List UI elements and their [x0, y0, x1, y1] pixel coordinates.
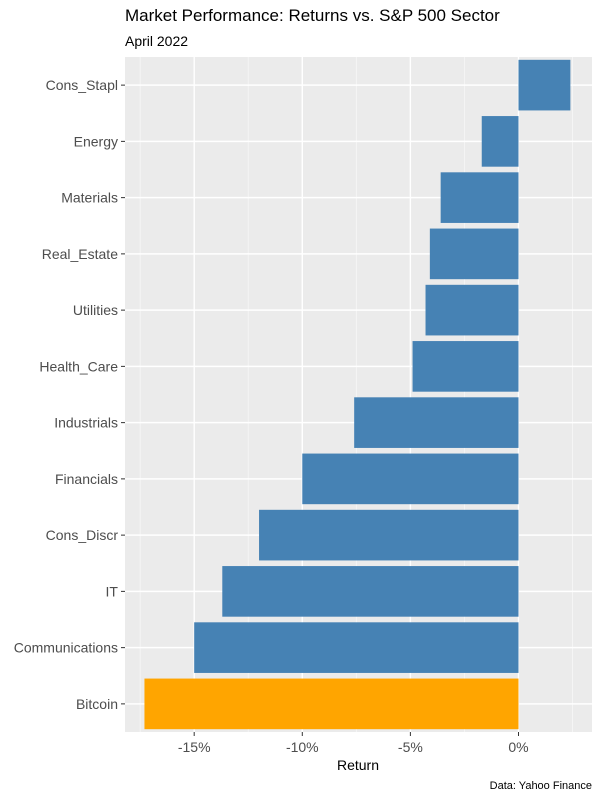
bar: [144, 678, 519, 730]
bar: [412, 341, 519, 392]
y-tick-label: Energy: [74, 133, 118, 149]
x-axis-label: Return: [337, 757, 379, 773]
y-tick-label: Financials: [55, 471, 118, 487]
y-tick-label: Utilities: [73, 302, 118, 318]
y-tick-label: Cons_Discr: [46, 527, 119, 543]
chart-caption: Data: Yahoo Finance: [489, 780, 592, 792]
x-axis: -15% -10% -5% 0%: [178, 732, 529, 755]
bar: [354, 397, 519, 448]
x-tick-label: 0%: [508, 739, 528, 755]
bar: [222, 566, 519, 617]
bar: [440, 172, 519, 223]
y-tick-label: IT: [106, 583, 119, 599]
x-tick-label: -15%: [178, 739, 211, 755]
y-tick-label: Bitcoin: [76, 696, 118, 712]
bar: [259, 509, 519, 561]
bar: [194, 622, 519, 673]
y-tick-label: Cons_Stapl: [46, 77, 118, 93]
y-axis: Cons_Stapl Energy Materials Real_Estate Util…: [14, 77, 125, 712]
chart-subtitle: April 2022: [125, 33, 189, 49]
minor-gridlines: [139, 57, 573, 732]
chart-title: Market Performance: Returns vs. S&P 500 …: [125, 6, 500, 25]
bars: [144, 59, 571, 730]
x-tick-label: -10%: [286, 739, 319, 755]
plot-panel: [125, 57, 592, 732]
bar: [481, 116, 519, 167]
y-tick-label: Communications: [14, 640, 118, 656]
bar: [425, 284, 519, 336]
y-tick-label: Health_Care: [39, 358, 118, 374]
y-tick-label: Materials: [61, 190, 118, 206]
bar: [429, 228, 519, 280]
y-tick-label: Industrials: [54, 415, 118, 431]
bar: [518, 59, 571, 111]
x-tick-label: -5%: [398, 739, 423, 755]
y-tick-label: Real_Estate: [42, 246, 118, 262]
bar: [302, 453, 519, 505]
